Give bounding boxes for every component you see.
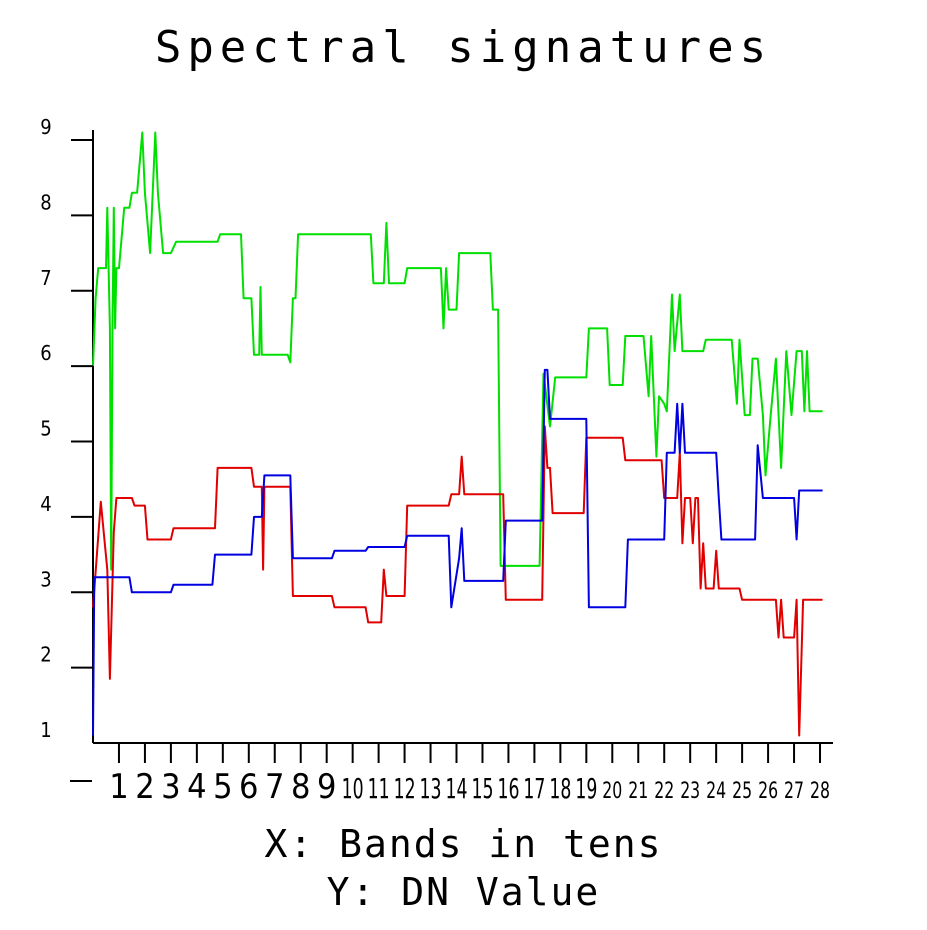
x-tick-label: 20 xyxy=(602,779,622,804)
x-tick-label: 27 xyxy=(784,779,804,804)
x-tick-label: 18 xyxy=(549,772,571,805)
x-tick-label: 23 xyxy=(680,779,700,804)
x-tick-label: 22 xyxy=(654,779,674,804)
x-tick-label: 25 xyxy=(732,779,752,804)
x-tick-label: 5 xyxy=(213,767,232,807)
x-tick-label: 8 xyxy=(291,767,310,807)
x-tick-label: 3 xyxy=(161,767,180,807)
y-tick-label: 5 xyxy=(40,417,51,441)
y-tick-label: 7 xyxy=(40,266,51,290)
x-tick-label: 15 xyxy=(471,772,493,805)
x-tick-label: 11 xyxy=(368,772,390,805)
y-tick-label: 4 xyxy=(40,492,51,516)
x-tick-label: 1 xyxy=(109,767,128,807)
x-axis-label: X: Bands in tens xyxy=(264,822,663,866)
series-line-1 xyxy=(92,131,823,571)
x-tick-label: 17 xyxy=(523,772,545,805)
y-tick-label: 2 xyxy=(40,643,51,667)
y-tick-label: 1 xyxy=(40,718,51,742)
x-tick-label: 6 xyxy=(239,767,258,807)
x-tick-label: 16 xyxy=(497,772,519,805)
x-tick-label: 24 xyxy=(706,779,726,804)
x-tick-label: 21 xyxy=(628,779,648,804)
y-tick-label: 9 xyxy=(40,115,51,139)
x-tick-label: 19 xyxy=(575,772,597,805)
y-tick-label: 6 xyxy=(40,341,51,365)
x-tick-label: 13 xyxy=(420,772,442,805)
series-line-3 xyxy=(92,368,823,736)
chart-title: Spectral signatures xyxy=(154,22,773,73)
x-tick-label: 2 xyxy=(135,767,154,807)
x-tick-label: 9 xyxy=(317,767,336,807)
y-axis-label: Y: DN Value xyxy=(326,870,601,914)
y-tick-label: 3 xyxy=(40,567,51,591)
x-tick-label: 7 xyxy=(265,767,284,807)
series-line-2 xyxy=(92,425,823,737)
x-tick-label: 14 xyxy=(446,772,468,805)
x-tick-label: 28 xyxy=(810,779,830,804)
x-tick-label: 12 xyxy=(394,772,416,805)
y-tick-label: 8 xyxy=(40,190,51,214)
x-tick-label: 4 xyxy=(187,767,206,807)
x-tick-label: 10 xyxy=(342,772,364,805)
x-tick-label: 26 xyxy=(758,779,778,804)
